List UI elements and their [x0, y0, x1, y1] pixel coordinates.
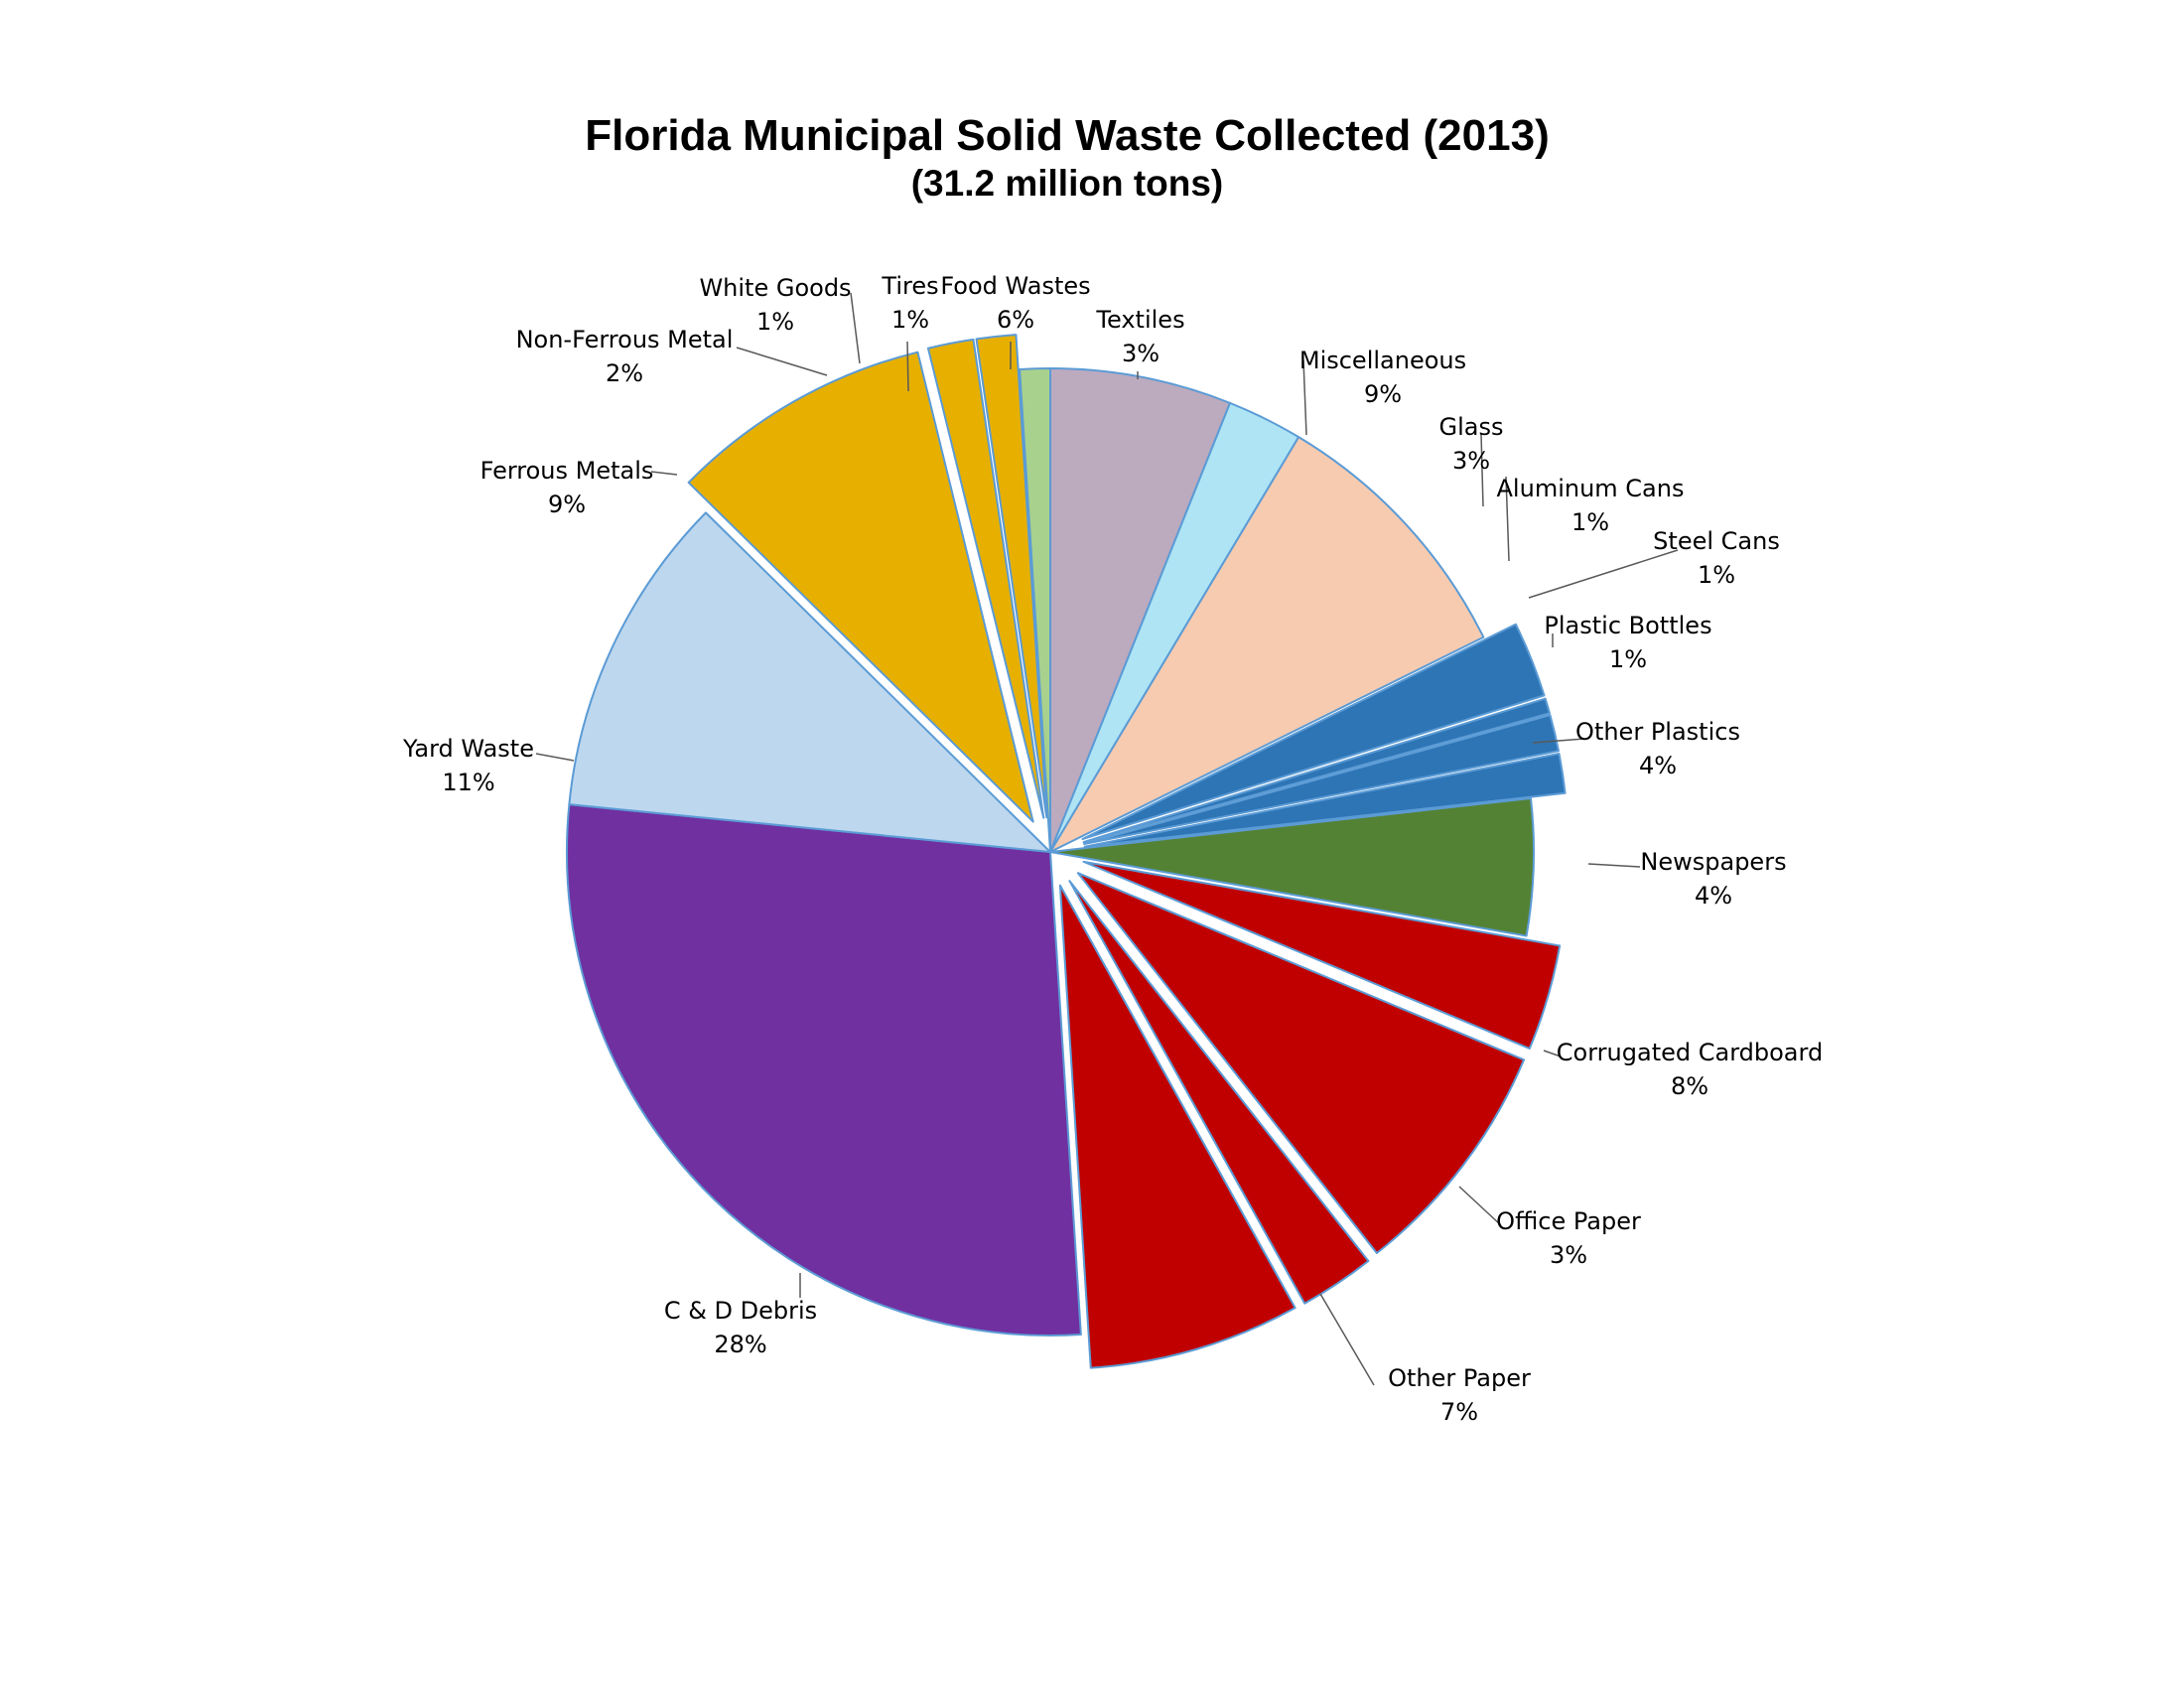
slice-percent-label: 4%: [1695, 882, 1732, 910]
pie-slice: [1081, 623, 1546, 840]
slice-name-label: Textiles: [1095, 306, 1184, 334]
pie-slice: [1068, 880, 1370, 1305]
leader-lines-layer: [535, 292, 1679, 1386]
leader-line: [1458, 1186, 1502, 1226]
pie-slice: [975, 334, 1048, 819]
slice-percent-label: 3%: [1122, 340, 1160, 367]
slice-name-label: Yard Waste: [402, 735, 534, 763]
slice-name-label: Non-Ferrous Metal: [516, 326, 734, 353]
slice-name-label: Glass: [1439, 413, 1504, 441]
chart-title: Florida Municipal Solid Waste Collected …: [585, 111, 1550, 160]
leader-line: [1543, 1050, 1562, 1057]
pie-slice: [1049, 797, 1535, 937]
leader-line: [1480, 433, 1484, 507]
slice-name-label: White Goods: [699, 274, 851, 302]
slice-name-label: Aluminum Cans: [1497, 475, 1685, 502]
slice-name-label: Corrugated Cardboard: [1557, 1039, 1823, 1066]
slice-percent-label: 3%: [1452, 447, 1490, 475]
pie-slice: [926, 338, 1045, 819]
slice-percent-label: 2%: [606, 359, 643, 387]
leader-line: [1532, 738, 1585, 744]
slice-percent-label: 1%: [891, 306, 929, 334]
slice-name-label: Newspapers: [1640, 848, 1786, 876]
slice-name-label: C & D Debris: [664, 1297, 817, 1325]
slice-percent-label: 4%: [1639, 752, 1677, 779]
slice-name-label: Other Plastics: [1575, 718, 1740, 746]
pie-slice: [687, 351, 1034, 823]
slice-name-label: Tires: [881, 272, 938, 300]
slice-name-label: Steel Cans: [1653, 527, 1780, 555]
pie-slice: [1082, 697, 1551, 844]
slice-percent-label: 9%: [1364, 380, 1402, 408]
leader-line: [1319, 1293, 1375, 1386]
pie-slice: [566, 803, 1082, 1336]
leader-line: [906, 341, 909, 392]
slice-name-label: Ferrous Metals: [480, 457, 654, 485]
leader-line: [1587, 863, 1641, 868]
leader-line: [535, 753, 575, 762]
slice-name-label: Food Wastes: [940, 272, 1090, 300]
leader-line: [736, 347, 828, 376]
labels-layer: Food Wastes 6% Textiles 3% Miscellaneous 9% Gl…: [402, 272, 1823, 1426]
slice-percent-label: 1%: [1571, 508, 1609, 536]
leader-line: [1505, 476, 1510, 562]
slice-percent-label: 1%: [756, 308, 794, 336]
slice-percent-label: 9%: [548, 491, 586, 518]
leader-line: [850, 292, 861, 364]
leader-line: [1528, 549, 1679, 599]
slice-name-label: Plastic Bottles: [1544, 612, 1711, 639]
pie-slice: [1076, 872, 1526, 1254]
slice-percent-label: 6%: [997, 306, 1034, 334]
pie-slice: [1019, 367, 1051, 853]
slice-percent-label: 28%: [714, 1331, 766, 1358]
pie-slice: [1083, 714, 1560, 845]
slice-percent-label: 1%: [1698, 561, 1735, 589]
pie-slice: [1049, 436, 1485, 853]
slice-percent-label: 11%: [442, 769, 494, 796]
slice-percent-label: 8%: [1671, 1072, 1708, 1100]
slice-percent-label: 1%: [1609, 645, 1647, 673]
leader-line: [650, 471, 678, 476]
slice-name-label: Miscellaneous: [1299, 347, 1466, 374]
slice-name-label: Other Paper: [1388, 1364, 1531, 1392]
pie-slice: [1082, 860, 1562, 1051]
slice-percent-label: 3%: [1550, 1241, 1587, 1269]
pie-slice: [568, 511, 1051, 853]
slice-percent-label: 7%: [1440, 1398, 1478, 1426]
pie-slice: [1049, 367, 1231, 853]
chart-subtitle: (31.2 million tons): [910, 163, 1224, 204]
slices-layer: [566, 334, 1567, 1369]
slice-name-label: Office Paper: [1496, 1207, 1641, 1235]
leader-line: [1302, 359, 1307, 436]
pie-slice: [1058, 884, 1297, 1369]
pie-slice: [1083, 753, 1567, 848]
